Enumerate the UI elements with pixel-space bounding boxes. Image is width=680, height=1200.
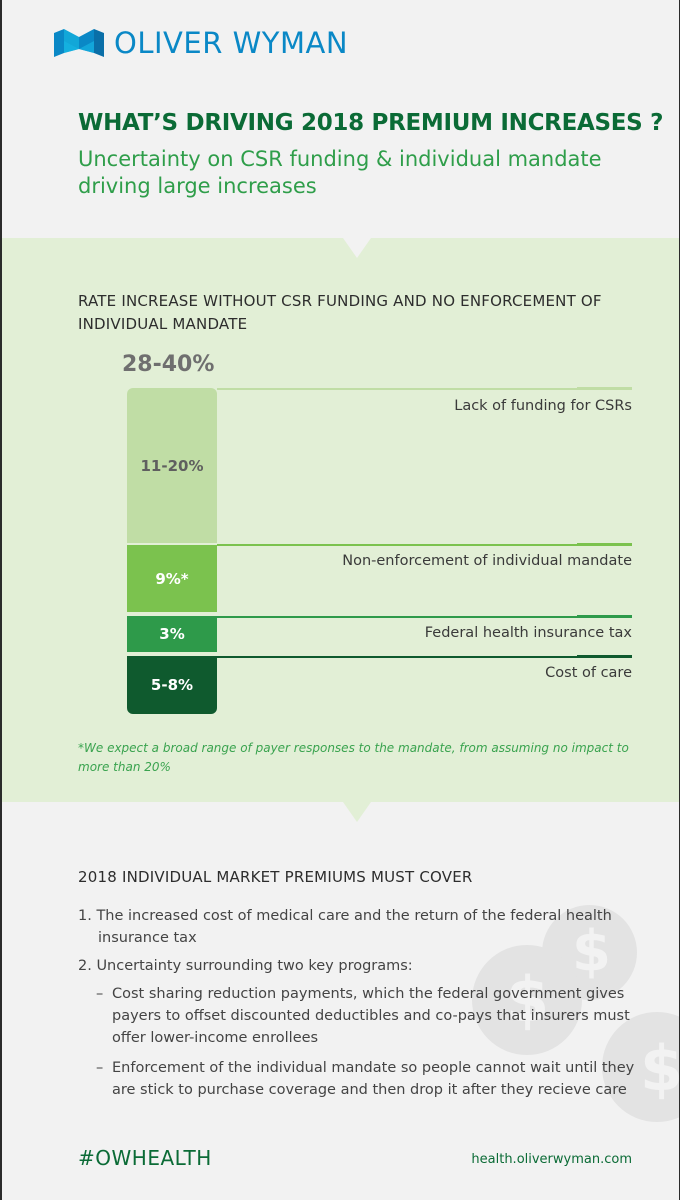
bar-segment-cost-of-care: 5-8%: [127, 656, 217, 714]
sub-item-1-line-1: Cost sharing reduction payments, which t…: [112, 986, 625, 1002]
bar-segment-tax: 3%: [127, 616, 217, 652]
list-item-1-line-2: insurance tax: [98, 930, 197, 946]
sub-item-dash: –: [96, 986, 104, 1002]
leader-line-mandate: [217, 544, 632, 546]
driver-label-mandate: Non-enforcement of individual mandate: [342, 553, 632, 569]
sub-item-1-line-2: payers to offset discounted deductibles …: [112, 1008, 630, 1024]
legend-tick-tax: [577, 615, 632, 618]
rate-section-title: RATE INCREASE WITHOUT CSR FUNDING AND NO…: [78, 292, 602, 333]
panel-notch-top: [343, 238, 371, 258]
total-increase-label: 28-40%: [122, 352, 215, 377]
panel-notch-bottom: [343, 802, 371, 822]
leader-line-cost-of-care: [217, 656, 632, 658]
cover-section-title: 2018 INDIVIDUAL MARKET PREMIUMS MUST COV…: [78, 868, 473, 886]
footnote: *We expect a broad range of payer respon…: [78, 741, 629, 774]
bar-value-label: 9%*: [155, 569, 189, 588]
bar-value-label: 5-8%: [150, 676, 194, 694]
bar-segment-csr: 11-20%: [127, 388, 217, 543]
page-title: WHAT’S DRIVING 2018 PREMIUM INCREASES ?: [78, 110, 664, 136]
rate-increase-panel: [2, 238, 679, 802]
brand-name: OLIVER WYMAN: [114, 26, 349, 60]
brand-logo[interactable]: OLIVER WYMAN: [54, 26, 348, 60]
driver-label-tax: Federal health insurance tax: [424, 625, 632, 641]
bar-value-label: 3%: [159, 625, 185, 643]
sub-item-2-line-2: are stick to purchase coverage and then …: [112, 1082, 627, 1098]
website-link[interactable]: health.oliverwyman.com: [471, 1152, 632, 1167]
bar-segment-mandate: 9%*: [127, 545, 217, 612]
dollar-coin-icon: $: [602, 1012, 679, 1122]
driver-label-csr: Lack of funding for CSRs: [454, 398, 632, 414]
list-item-1-line-1: 1. The increased cost of medical care an…: [78, 908, 612, 924]
driver-label-cost-of-care: Cost of care: [545, 665, 632, 681]
sub-item-dash: –: [96, 1060, 104, 1076]
bar-value-label: 11-20%: [140, 456, 204, 475]
oliver-wyman-logo-icon: [54, 29, 104, 57]
legend-tick-mandate: [577, 543, 632, 546]
leader-line-tax: [217, 616, 632, 618]
leader-line-csr: [217, 388, 632, 390]
legend-tick-csr: [577, 387, 632, 390]
hashtag[interactable]: #OWHEALTH: [78, 1146, 212, 1170]
page-subtitle: Uncertainty on CSR funding & individual …: [78, 147, 602, 198]
legend-tick-cost-of-care: [577, 655, 632, 658]
sub-item-1-line-3: offer lower-income enrollees: [112, 1030, 319, 1046]
dollar-coin-icon: $: [472, 945, 582, 1055]
list-item-2: 2. Uncertainty surrounding two key progr…: [78, 958, 413, 974]
sub-item-2-line-1: Enforcement of the individual mandate so…: [112, 1060, 635, 1076]
